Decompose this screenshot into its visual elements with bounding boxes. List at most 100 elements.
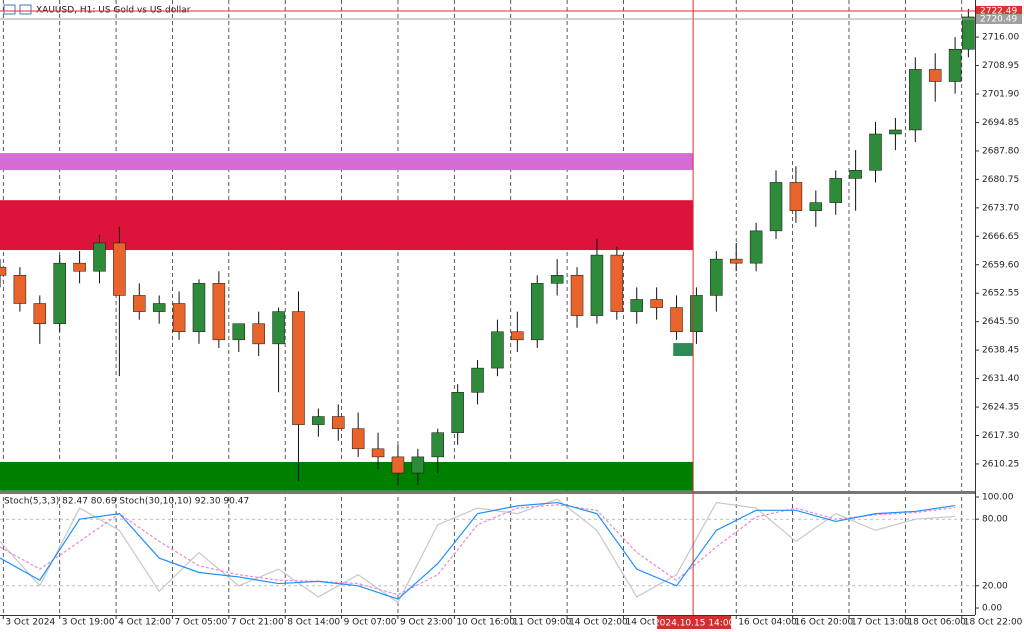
candle-body — [550, 275, 564, 284]
candle-body — [570, 275, 584, 316]
y-tick-label: 100.00 — [982, 493, 1014, 503]
zone — [0, 200, 694, 251]
candle-body — [729, 258, 743, 264]
y-tick-label: 2659.60 — [982, 260, 1019, 270]
candle-body — [829, 178, 842, 203]
time-marker-label: 2024.10.15 14:00 — [654, 619, 735, 629]
candle-body — [411, 456, 425, 474]
x-tick-label: 14 Oct 02:00 — [569, 618, 628, 628]
candle-body — [670, 307, 683, 333]
candle-body — [869, 133, 882, 171]
x-tick-label: 3 Oct 19:00 — [62, 618, 115, 628]
candle-body — [511, 331, 524, 341]
indicator-label: Stoch(5,3,3) 82.47 80.69 Stoch(30,10,10)… — [4, 497, 249, 507]
x-tick-label: 7 Oct 05:00 — [174, 618, 227, 628]
candle-body — [73, 262, 86, 272]
window-icon — [3, 4, 16, 15]
candle-body — [690, 295, 703, 333]
y-tick-label: 2610.25 — [982, 459, 1019, 469]
candle-body — [252, 323, 265, 345]
candle-body — [962, 16, 975, 50]
x-tick-label: 7 Oct 21:00 — [231, 618, 284, 628]
candle-body — [928, 69, 942, 82]
x-tick-label: 11 Oct 09:00 — [513, 618, 572, 628]
zone — [673, 343, 694, 356]
y-tick-label: 80.00 — [982, 515, 1008, 525]
y-tick-label: 2673.70 — [982, 203, 1019, 213]
candle-body — [152, 303, 166, 312]
candle-body — [371, 448, 385, 458]
y-tick-label: 2680.75 — [982, 175, 1019, 185]
candle-body — [232, 323, 246, 341]
candle-body — [391, 456, 405, 474]
candle-body — [0, 266, 7, 276]
window-icon — [19, 4, 32, 15]
y-tick-label: 0.00 — [982, 604, 1002, 614]
candle-body — [590, 254, 604, 316]
candle-body — [909, 69, 922, 131]
candle-body — [710, 258, 723, 296]
candle-body — [172, 303, 186, 333]
y-tick-label: 2666.65 — [982, 232, 1019, 242]
candle-body — [749, 230, 763, 264]
time-marker-box — [657, 616, 732, 629]
y-tick-label: 2617.30 — [982, 431, 1019, 441]
y-tick-label: 2694.85 — [982, 118, 1019, 128]
candle-body — [272, 311, 285, 345]
indicator-line — [0, 504, 956, 596]
candle-body — [471, 367, 484, 393]
price-label: 2720.49 — [980, 15, 1017, 25]
candle-body — [809, 202, 823, 211]
x-tick-label: 16 Oct 04:00 — [738, 618, 797, 628]
indicator-line — [0, 498, 956, 604]
candle-body — [451, 392, 464, 433]
candle-body — [769, 182, 783, 232]
candle-body — [650, 299, 663, 308]
y-tick-label: 2631.40 — [982, 374, 1019, 384]
candle-body — [332, 416, 345, 429]
y-tick-label: 2652.55 — [982, 289, 1019, 299]
indicator-line — [0, 501, 956, 600]
candle-body — [530, 283, 544, 341]
x-tick-label: 8 Oct 14:00 — [287, 618, 340, 628]
x-tick-label: 4 Oct 12:00 — [118, 618, 171, 628]
candle-body — [13, 275, 27, 304]
x-tick-label: 9 Oct 07:00 — [344, 618, 397, 628]
y-tick-label: 2701.90 — [982, 90, 1019, 100]
y-tick-label: 2708.95 — [982, 61, 1019, 71]
candle-body — [491, 331, 504, 369]
candle-body — [292, 311, 305, 425]
candle-body — [33, 303, 47, 324]
price-label-box — [976, 14, 1022, 25]
candle-body — [53, 262, 66, 324]
candle-body — [93, 242, 106, 272]
y-tick-label: 2716.00 — [982, 33, 1019, 43]
candle-body — [212, 283, 226, 341]
x-tick-label: 17 Oct 13:00 — [851, 618, 910, 628]
candle-body — [789, 182, 803, 211]
candle-body — [133, 295, 146, 312]
y-tick-label: 2624.35 — [982, 403, 1019, 413]
x-tick-label: 3 Oct 2024 — [5, 618, 55, 628]
x-tick-label: 10 Oct 16:00 — [456, 618, 515, 628]
x-tick-label: 16 Oct 20:00 — [795, 618, 854, 628]
price-label: 2722.49 — [980, 6, 1017, 16]
candle-body — [312, 416, 325, 425]
price-label-box — [976, 5, 1022, 16]
candle-body — [889, 129, 902, 135]
candle-body — [948, 48, 962, 82]
y-tick-label: 20.00 — [982, 581, 1008, 591]
candle-body — [192, 283, 206, 333]
y-tick-label: 2645.50 — [982, 317, 1019, 327]
candle-body — [431, 432, 445, 458]
candle-body — [113, 242, 126, 296]
y-tick-label: 2687.80 — [982, 146, 1019, 156]
candle-body — [610, 254, 624, 312]
zone — [0, 461, 694, 491]
candle-body — [351, 428, 365, 450]
x-tick-label: 9 Oct 23:00 — [400, 618, 453, 628]
candle-body — [849, 170, 862, 179]
y-tick-label: 2638.45 — [982, 346, 1019, 356]
zone — [0, 153, 694, 171]
